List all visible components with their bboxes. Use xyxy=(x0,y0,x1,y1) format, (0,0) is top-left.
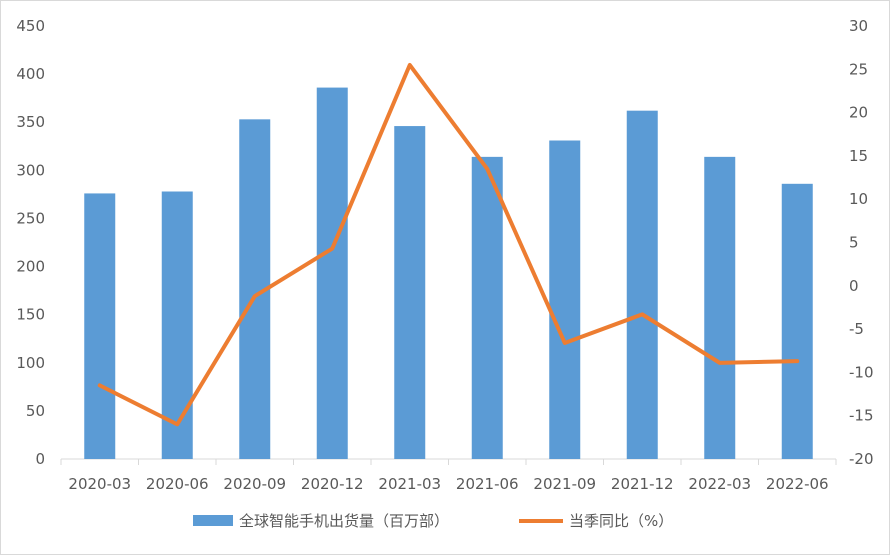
x-tick-label: 2022-03 xyxy=(688,475,751,493)
line-series xyxy=(100,65,798,425)
x-tick-label: 2022-06 xyxy=(766,475,829,493)
x-tick-label: 2020-03 xyxy=(68,475,131,493)
y-right-tick-label: -15 xyxy=(849,407,874,425)
x-tick-label: 2020-06 xyxy=(146,475,209,493)
y-right-tick-label: 20 xyxy=(849,104,868,122)
series-line xyxy=(100,65,798,424)
y-right-tick-label: -20 xyxy=(849,450,874,468)
y-right-tick-label: 5 xyxy=(849,234,859,252)
y-left-tick-label: 100 xyxy=(16,354,45,372)
legend-line-label: 当季同比（%） xyxy=(569,512,673,530)
x-tick-label: 2020-12 xyxy=(301,475,364,493)
bar-series xyxy=(84,88,813,459)
x-tick-label: 2021-09 xyxy=(533,475,596,493)
y-left-tick-label: 450 xyxy=(16,17,45,35)
y-left-tick-label: 0 xyxy=(35,450,45,468)
y-right-tick-label: 10 xyxy=(849,190,868,208)
axes: 2020-03 2020-06 2020-09 2020-12 2021-03 2021-… xyxy=(16,17,873,493)
legend: 全球智能手机出货量（百万部） 当季同比（%） xyxy=(193,512,673,530)
y-left-tick-label: 200 xyxy=(16,258,45,276)
y-left-tick-label: 250 xyxy=(16,209,45,227)
x-tick-label: 2021-03 xyxy=(378,475,441,493)
bar xyxy=(704,157,735,459)
x-tick-label: 2020-09 xyxy=(223,475,286,493)
x-tick-label: 2021-06 xyxy=(456,475,519,493)
legend-bar-label: 全球智能手机出货量（百万部） xyxy=(239,512,449,530)
bar xyxy=(782,184,813,459)
y-right-tick-label: 25 xyxy=(849,60,868,78)
y-right-tick-label: -10 xyxy=(849,363,874,381)
x-tick-label: 2021-12 xyxy=(611,475,674,493)
y-left-tick-label: 50 xyxy=(26,402,45,420)
bar xyxy=(549,141,580,459)
bar xyxy=(472,157,503,459)
y-left-tick-label: 350 xyxy=(16,113,45,131)
legend-bar-swatch xyxy=(193,515,233,526)
bar xyxy=(84,193,115,459)
y-right-tick-label: 15 xyxy=(849,147,868,165)
y-left-tick-label: 300 xyxy=(16,161,45,179)
bar xyxy=(317,88,348,459)
y-right-tick-label: -5 xyxy=(849,320,864,338)
y-right-tick-label: 0 xyxy=(849,277,859,295)
y-left-tick-label: 150 xyxy=(16,306,45,324)
bar xyxy=(394,126,425,459)
bar xyxy=(627,111,658,459)
y-right-tick-label: 30 xyxy=(849,17,868,35)
y-left-tick-label: 400 xyxy=(16,65,45,83)
